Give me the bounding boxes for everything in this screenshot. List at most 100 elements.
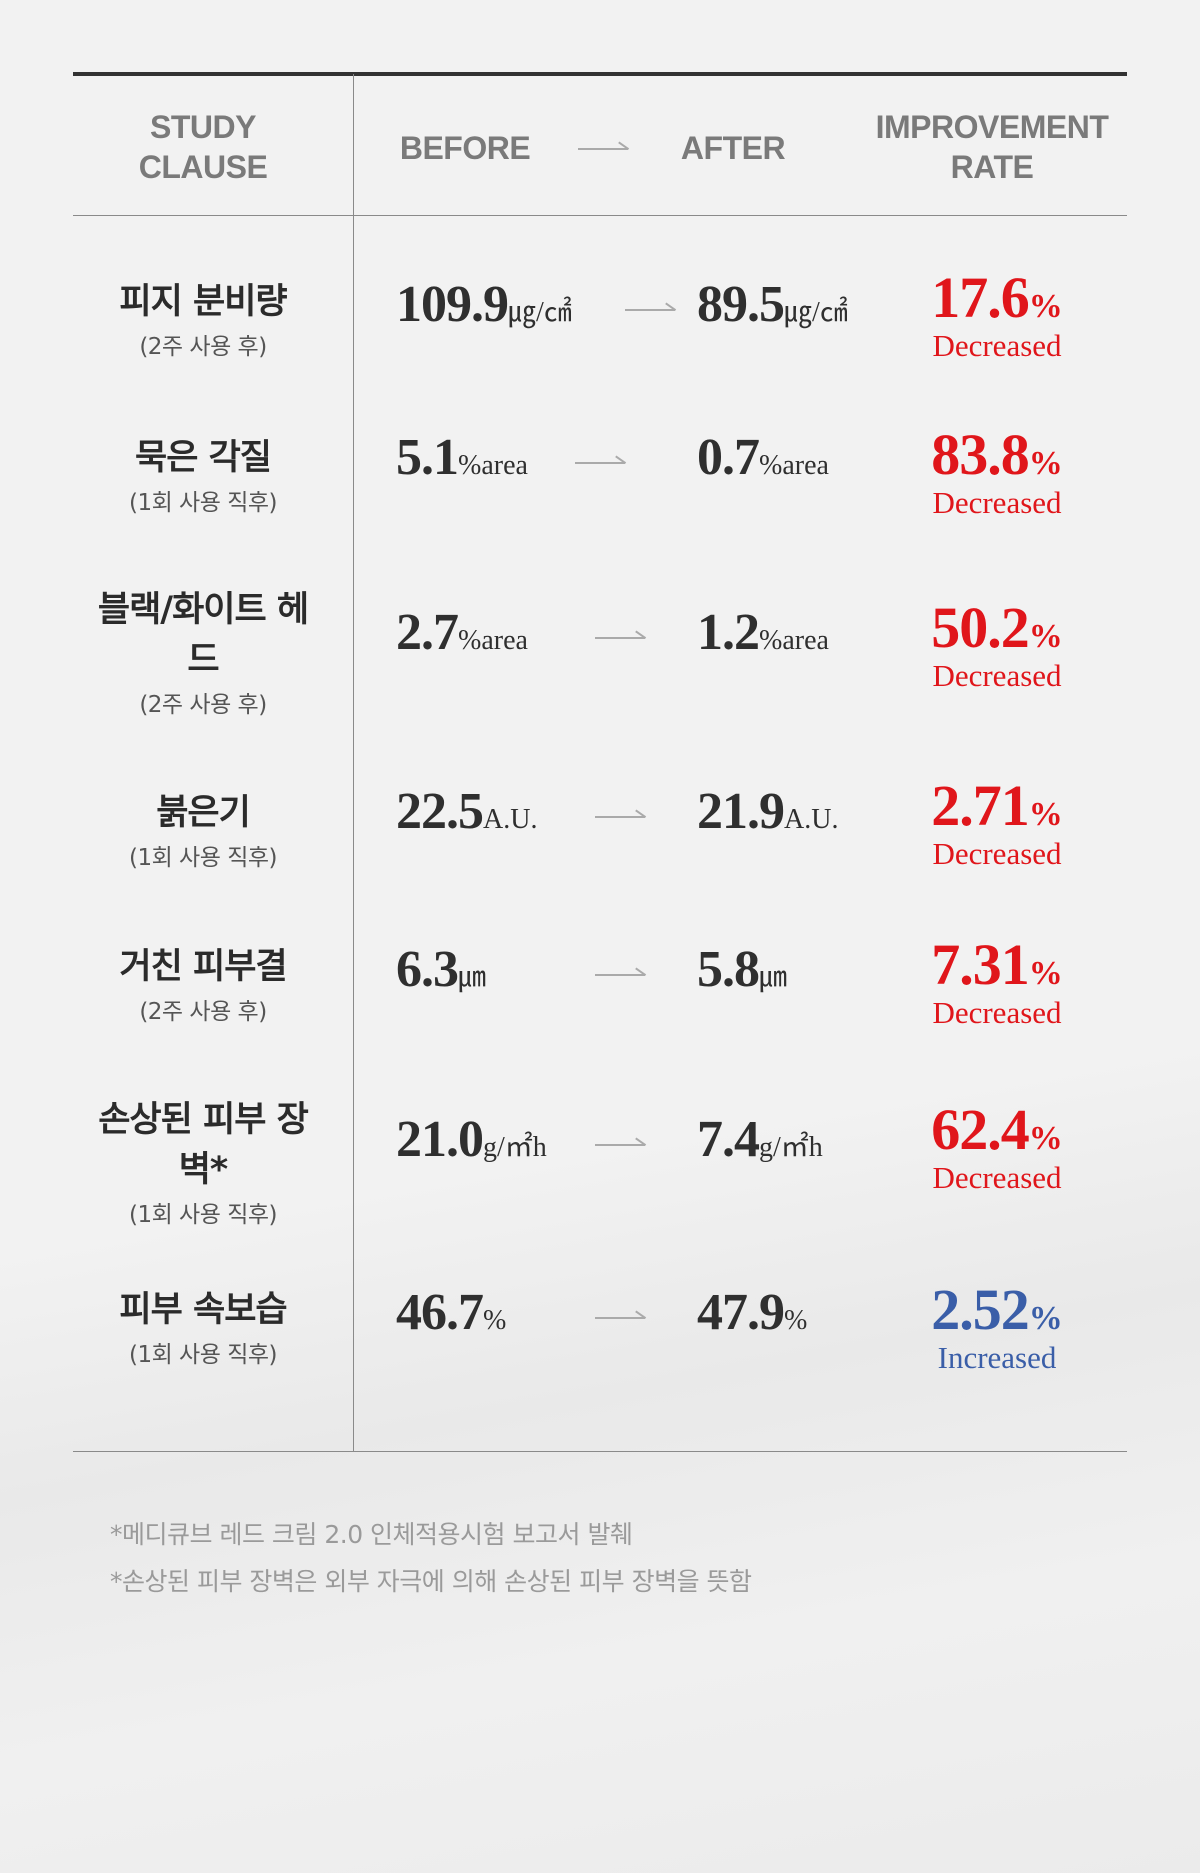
rate-percent: %	[1028, 1300, 1063, 1337]
rate-direction: Decreased	[932, 328, 1062, 363]
before-number: 5.1	[396, 429, 459, 486]
after-value: 21.9A.U.	[697, 782, 838, 850]
after-value: 7.4g/㎡h	[697, 1110, 823, 1178]
rate-direction: Decreased	[932, 836, 1062, 871]
before-unit: g/㎡h	[483, 1132, 547, 1163]
after-value: 47.9%	[697, 1283, 807, 1351]
before-value: 6.3㎛	[396, 940, 486, 1008]
arrow-icon	[595, 966, 645, 976]
after-number: 5.8	[697, 941, 760, 998]
rate-number: 2.71	[931, 773, 1029, 838]
study-period: (2주 사용 후)	[139, 334, 267, 360]
study-title: 블랙/화이트 헤드	[97, 590, 309, 680]
rate-direction: Decreased	[932, 995, 1062, 1030]
header-study-clause: STUDY CLAUSE	[138, 109, 268, 185]
before-unit: %area	[458, 625, 528, 656]
after-unit: %area	[759, 450, 829, 481]
rate-percent: %	[1028, 618, 1063, 655]
study-item: 피지 분비량 (2주 사용 후)	[83, 277, 323, 367]
study-period: (2주 사용 후)	[139, 999, 267, 1025]
improvement-rate: 83.8% Decreased	[887, 425, 1107, 521]
after-number: 47.9	[697, 1284, 785, 1341]
improvement-rate: 7.31% Decreased	[887, 935, 1107, 1031]
improvement-rate: 17.6% Decreased	[887, 268, 1107, 364]
before-unit: %area	[458, 450, 528, 481]
study-item: 피부 속보습 (1회 사용 직후)	[83, 1285, 323, 1375]
arrow-icon	[595, 1309, 645, 1319]
after-value: 1.2%area	[697, 603, 829, 671]
before-number: 21.0	[396, 1111, 484, 1168]
study-item: 블랙/화이트 헤드 (2주 사용 후)	[83, 585, 323, 725]
arrow-icon	[625, 301, 675, 311]
header-improvement-rate: IMPROVEMENT RATE	[875, 109, 1109, 185]
rate-number: 83.8	[931, 422, 1029, 487]
after-value: 89.5㎍/㎠	[697, 275, 848, 343]
study-period: (1회 사용 직후)	[128, 845, 278, 871]
column-divider	[353, 74, 354, 1451]
study-item: 거친 피부결 (2주 사용 후)	[83, 942, 323, 1032]
before-unit: A.U.	[483, 804, 538, 835]
header-before: BEFORE	[399, 130, 531, 166]
rate-direction: Decreased	[932, 1160, 1062, 1195]
rate-percent: %	[1028, 955, 1063, 992]
before-value: 2.7%area	[396, 603, 528, 671]
improvement-rate: 2.52% Increased	[887, 1280, 1107, 1376]
before-number: 46.7	[396, 1284, 484, 1341]
study-period: (1회 사용 직후)	[128, 490, 278, 516]
study-item: 묵은 각질 (1회 사용 직후)	[83, 433, 323, 523]
study-title: 거친 피부결	[119, 947, 287, 987]
after-value: 0.7%area	[697, 428, 829, 496]
table-bottom-border	[73, 1451, 1127, 1452]
after-unit: ㎍/㎠	[784, 297, 848, 328]
study-item: 붉은기 (1회 사용 직후)	[83, 788, 323, 878]
after-number: 7.4	[697, 1111, 760, 1168]
before-number: 2.7	[396, 604, 459, 661]
before-number: 6.3	[396, 941, 459, 998]
rate-number: 62.4	[931, 1097, 1029, 1162]
before-number: 109.9	[396, 276, 509, 333]
arrow-icon	[575, 454, 625, 464]
study-title: 피부 속보습	[119, 1290, 287, 1330]
rate-direction: Decreased	[932, 485, 1062, 520]
after-number: 21.9	[697, 783, 785, 840]
after-unit: A.U.	[784, 804, 839, 835]
before-value: 46.7%	[396, 1283, 506, 1351]
improvement-rate: 50.2% Decreased	[887, 598, 1107, 694]
arrow-icon	[595, 629, 645, 639]
after-number: 1.2	[697, 604, 760, 661]
arrow-icon	[595, 808, 645, 818]
after-unit: g/㎡h	[759, 1132, 823, 1163]
before-value: 21.0g/㎡h	[396, 1110, 547, 1178]
rate-number: 7.31	[931, 932, 1029, 997]
rate-direction: Increased	[937, 1340, 1057, 1375]
before-value: 22.5A.U.	[396, 782, 537, 850]
before-value: 109.9㎍/㎠	[396, 275, 572, 343]
header-divider	[73, 215, 1127, 216]
rate-percent: %	[1028, 445, 1063, 482]
rate-number: 2.52	[931, 1277, 1029, 1342]
after-value: 5.8㎛	[697, 940, 787, 1008]
footnote-barrier: *손상된 피부 장벽은 외부 자극에 의해 손상된 피부 장벽을 뜻함	[110, 1567, 752, 1596]
study-title: 피지 분비량	[119, 282, 287, 322]
improvement-rate: 62.4% Decreased	[887, 1100, 1107, 1196]
before-unit: ㎛	[458, 962, 487, 993]
footnote-source: *메디큐브 레드 크림 2.0 인체적용시험 보고서 발췌	[110, 1520, 633, 1549]
table-top-border	[73, 72, 1127, 76]
before-unit: %	[483, 1305, 507, 1336]
rate-percent: %	[1028, 288, 1063, 325]
after-number: 0.7	[697, 429, 760, 486]
rate-percent: %	[1028, 796, 1063, 833]
study-title: 손상된 피부 장벽*	[98, 1100, 309, 1190]
study-period: (1회 사용 직후)	[128, 1202, 278, 1228]
rate-percent: %	[1028, 1120, 1063, 1157]
study-item: 손상된 피부 장벽* (1회 사용 직후)	[83, 1095, 323, 1235]
after-number: 89.5	[697, 276, 785, 333]
rate-number: 17.6	[931, 265, 1029, 330]
before-value: 5.1%area	[396, 428, 528, 496]
study-period: (1회 사용 직후)	[128, 1342, 278, 1368]
study-period: (2주 사용 후)	[139, 692, 267, 718]
after-unit: ㎛	[759, 962, 788, 993]
rate-number: 50.2	[931, 595, 1029, 660]
header-after: AFTER	[680, 130, 786, 166]
arrow-icon	[595, 1136, 645, 1146]
